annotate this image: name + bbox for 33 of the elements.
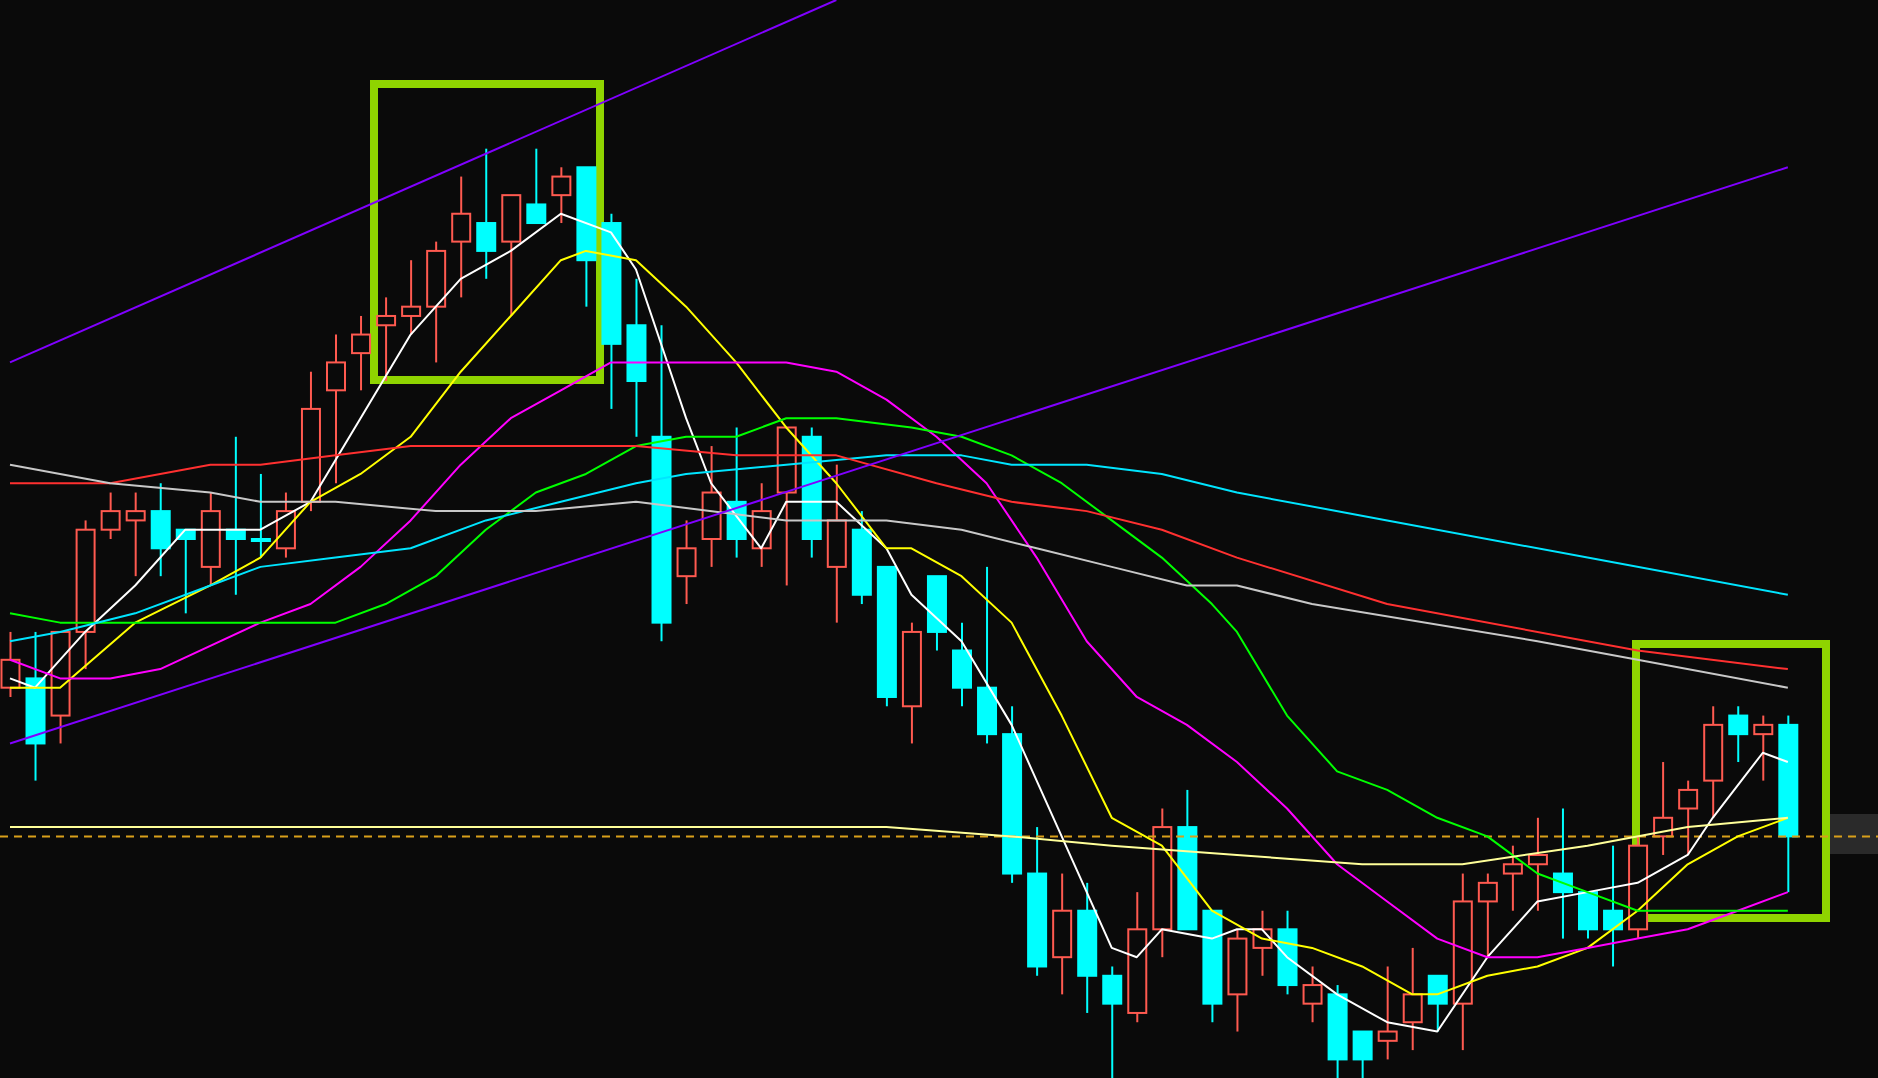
candlestick: [1302, 965, 1323, 1024]
candlestick: [401, 259, 422, 336]
candlestick: [826, 463, 847, 624]
candlestick: [1502, 844, 1523, 912]
candlestick: [250, 472, 271, 559]
candlestick: [351, 314, 372, 392]
candlestick: [476, 147, 497, 280]
candlestick: [1578, 891, 1598, 940]
candlestick: [1352, 1030, 1373, 1078]
candlestick: [1402, 946, 1423, 1052]
candlestick: [676, 519, 697, 606]
candlestick: [1102, 965, 1123, 1078]
candlestick: [150, 482, 171, 578]
candlestick: [1753, 714, 1774, 782]
candlestick: [952, 621, 972, 708]
candlestick: [100, 491, 121, 540]
candlestick: [701, 445, 722, 568]
candlestick: [1527, 816, 1548, 912]
candlestick: [451, 175, 472, 299]
candlestick: [501, 194, 522, 317]
candlestick: [551, 166, 572, 225]
candlestick: [326, 333, 346, 485]
candlestick: [1603, 844, 1624, 968]
candlestick: [1477, 872, 1498, 959]
candlestick: [1728, 705, 1749, 764]
candlestick: [526, 147, 547, 225]
candlestick: [977, 565, 998, 745]
candlestick: [376, 296, 397, 383]
candlestick: [1377, 965, 1398, 1061]
candlestick: [1052, 872, 1073, 996]
candlestick: [1678, 779, 1699, 856]
candlestick: [1427, 974, 1448, 1033]
candlestick: [125, 491, 146, 578]
